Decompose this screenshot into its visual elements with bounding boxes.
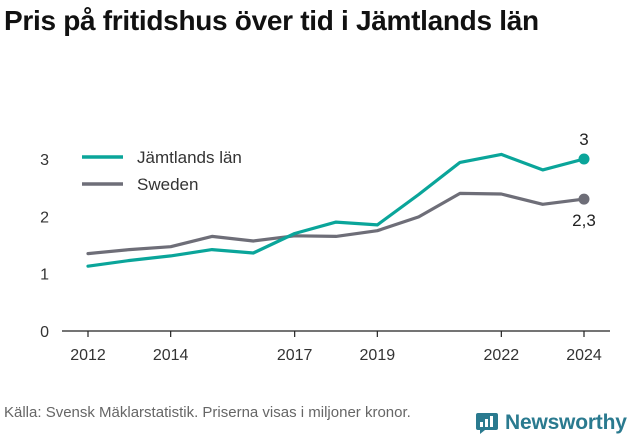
endpoint-label: 3 (579, 130, 588, 149)
source-note: Källa: Svensk Mäklarstatistik. Priserna … (4, 404, 411, 421)
series-endpoint (578, 153, 590, 165)
y-tick-label: 3 (40, 152, 49, 169)
x-tick-label: 2014 (153, 347, 189, 364)
newsworthy-logo-icon (476, 413, 498, 434)
x-tick-label: 2012 (70, 347, 106, 364)
x-tick-label: 2019 (360, 347, 396, 364)
chart-legend: Jämtlands län Sweden (82, 148, 242, 194)
chart-series (86, 152, 586, 268)
legend-label: Jämtlands län (137, 148, 242, 167)
chart-title: Pris på fritidshus över tid i Jämtlands … (4, 5, 539, 36)
y-tick-label: 1 (40, 267, 49, 284)
y-tick-label: 0 (40, 324, 49, 341)
brand-name: Newsworthy (505, 411, 627, 434)
endpoint-label: 2,3 (572, 211, 596, 230)
x-tick-label: 2024 (566, 347, 602, 364)
legend-label: Sweden (137, 175, 198, 194)
series-line (86, 152, 586, 268)
line-chart: 2012 2014 2017 2019 2022 2024 0 1 2 3 Jämtlands l… (40, 130, 610, 364)
y-tick-label: 2 (40, 209, 49, 226)
chart-axes: 2012 2014 2017 2019 2022 2024 0 1 2 3 (40, 152, 610, 364)
series-line (86, 191, 586, 256)
chart-endpoints: 32,3 (572, 130, 596, 230)
x-tick-label: 2022 (484, 347, 520, 364)
series-endpoint (578, 193, 590, 205)
x-tick-label: 2017 (277, 347, 313, 364)
brand-logo[interactable]: Newsworthy (475, 409, 627, 437)
